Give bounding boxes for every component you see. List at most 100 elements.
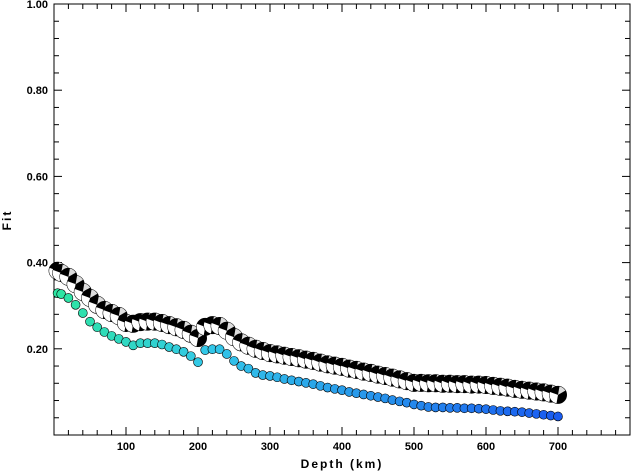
x-tick-label: 700 bbox=[549, 441, 567, 453]
y-tick-label: 0.20 bbox=[27, 344, 48, 356]
beachball-white-quadrant bbox=[535, 389, 544, 401]
beachball-white-quadrant bbox=[124, 320, 134, 333]
beachball-white-quadrant bbox=[326, 362, 335, 374]
beachball-white-quadrant bbox=[82, 283, 91, 292]
fit-point bbox=[193, 357, 203, 367]
beachball-white-quadrant bbox=[506, 385, 515, 398]
beachball-white-quadrant bbox=[340, 365, 350, 377]
beachball-white-quadrant bbox=[95, 307, 105, 319]
beachball-white-quadrant bbox=[319, 361, 328, 373]
beachball-white-quadrant bbox=[203, 322, 213, 334]
beachball-white-quadrant bbox=[383, 374, 393, 387]
beachball-white-quadrant bbox=[254, 348, 263, 360]
beachball-white-quadrant bbox=[455, 381, 465, 393]
beachball-white-quadrant bbox=[369, 371, 378, 384]
x-tick-label: 300 bbox=[261, 441, 279, 453]
beachball-white-quadrant bbox=[239, 342, 249, 355]
fit-point bbox=[186, 351, 196, 361]
beachball-white-quadrant bbox=[484, 382, 494, 395]
beachball-white-quadrant bbox=[376, 373, 386, 385]
beachball-white-quadrant bbox=[196, 323, 206, 336]
fit-point bbox=[229, 356, 239, 366]
beachball-white-quadrant bbox=[520, 387, 530, 399]
beachball-white-quadrant bbox=[189, 335, 198, 347]
beachball-white-quadrant bbox=[90, 289, 98, 298]
x-axis-label: Depth (km) bbox=[301, 457, 384, 471]
fit-point bbox=[553, 411, 563, 422]
beachball-white-quadrant bbox=[75, 275, 83, 285]
beachball-white-quadrant bbox=[304, 357, 314, 370]
beachball-white-quadrant bbox=[68, 268, 76, 277]
beachball-white-quadrant bbox=[226, 322, 235, 331]
y-axis-label: Fit bbox=[0, 210, 14, 231]
beachball-white-quadrant bbox=[398, 378, 407, 390]
x-tick-label: 500 bbox=[405, 441, 423, 453]
fit-point bbox=[178, 347, 189, 357]
fit-point bbox=[214, 344, 225, 355]
beachball-white-quadrant bbox=[52, 270, 62, 282]
beachball-white-quadrant bbox=[103, 310, 112, 322]
beachball-white-quadrant bbox=[225, 334, 234, 346]
beachball-white-quadrant bbox=[333, 363, 342, 376]
beachball-white-quadrant bbox=[434, 380, 443, 393]
fit-point bbox=[243, 363, 254, 374]
fit-point bbox=[70, 300, 81, 310]
beachball-white-quadrant bbox=[527, 388, 537, 400]
x-tick-label: 200 bbox=[189, 441, 207, 453]
beachball-white-quadrant bbox=[211, 323, 220, 335]
beachball-white-quadrant bbox=[59, 273, 69, 286]
beachball-white-quadrant bbox=[412, 379, 422, 392]
x-tick-label: 600 bbox=[477, 441, 495, 453]
beachball-white-quadrant bbox=[405, 379, 414, 392]
y-tick-label: 0.60 bbox=[27, 171, 48, 183]
beachball-white-quadrant bbox=[232, 339, 242, 351]
beachball-white-quadrant bbox=[110, 313, 119, 325]
beachball-white-quadrant bbox=[549, 392, 558, 404]
beachball-white-quadrant bbox=[139, 318, 148, 331]
beachball-white-quadrant bbox=[419, 380, 429, 392]
beachball-white-quadrant bbox=[448, 381, 458, 393]
beachball-white-quadrant bbox=[355, 368, 364, 381]
beachball-white-quadrant bbox=[391, 376, 400, 388]
beachball-white-quadrant bbox=[362, 370, 371, 382]
beachball-white-quadrant bbox=[117, 320, 126, 332]
beachball-white-quadrant bbox=[67, 281, 76, 293]
beachball-white-quadrant bbox=[427, 380, 436, 392]
fit-point bbox=[78, 308, 88, 318]
beachball-white-quadrant bbox=[247, 345, 256, 358]
y-tick-label: 0.80 bbox=[27, 85, 48, 97]
beachball-white-quadrant bbox=[283, 354, 292, 366]
beachball-white-quadrant bbox=[88, 301, 98, 314]
beachball-white-quadrant bbox=[558, 386, 566, 395]
x-tick-label: 100 bbox=[117, 441, 135, 453]
fit-point bbox=[92, 322, 102, 333]
beachball-white-quadrant bbox=[146, 318, 155, 331]
beachball-white-quadrant bbox=[81, 295, 90, 307]
beachball-white-quadrant bbox=[268, 351, 278, 363]
beachball-white-quadrant bbox=[311, 359, 321, 371]
beachball-white-quadrant bbox=[347, 367, 357, 379]
beachball-white-quadrant bbox=[160, 322, 170, 334]
beachball-white-quadrant bbox=[297, 356, 306, 368]
beachball-white-quadrant bbox=[218, 327, 227, 340]
fit-point bbox=[222, 349, 232, 359]
beachball-white-quadrant bbox=[513, 386, 522, 399]
beachball-white-quadrant bbox=[118, 307, 127, 317]
fit-point bbox=[63, 293, 74, 303]
beachball-white-quadrant bbox=[542, 390, 551, 402]
fit-point bbox=[85, 316, 95, 327]
beachball-white-quadrant bbox=[470, 381, 479, 393]
beachball-marker bbox=[549, 385, 567, 404]
beachball-white-quadrant bbox=[182, 330, 191, 343]
y-tick-label: 0.40 bbox=[27, 258, 48, 270]
beachball-white-quadrant bbox=[477, 382, 486, 394]
beachball-white-quadrant bbox=[131, 319, 141, 331]
beachball-white-quadrant bbox=[463, 381, 472, 393]
beachball-white-quadrant bbox=[97, 296, 105, 305]
beachball-white-quadrant bbox=[234, 328, 242, 338]
beachball-white-quadrant bbox=[153, 320, 162, 332]
y-tick-label: 1.00 bbox=[27, 0, 48, 11]
beachball-white-quadrant bbox=[175, 326, 184, 339]
